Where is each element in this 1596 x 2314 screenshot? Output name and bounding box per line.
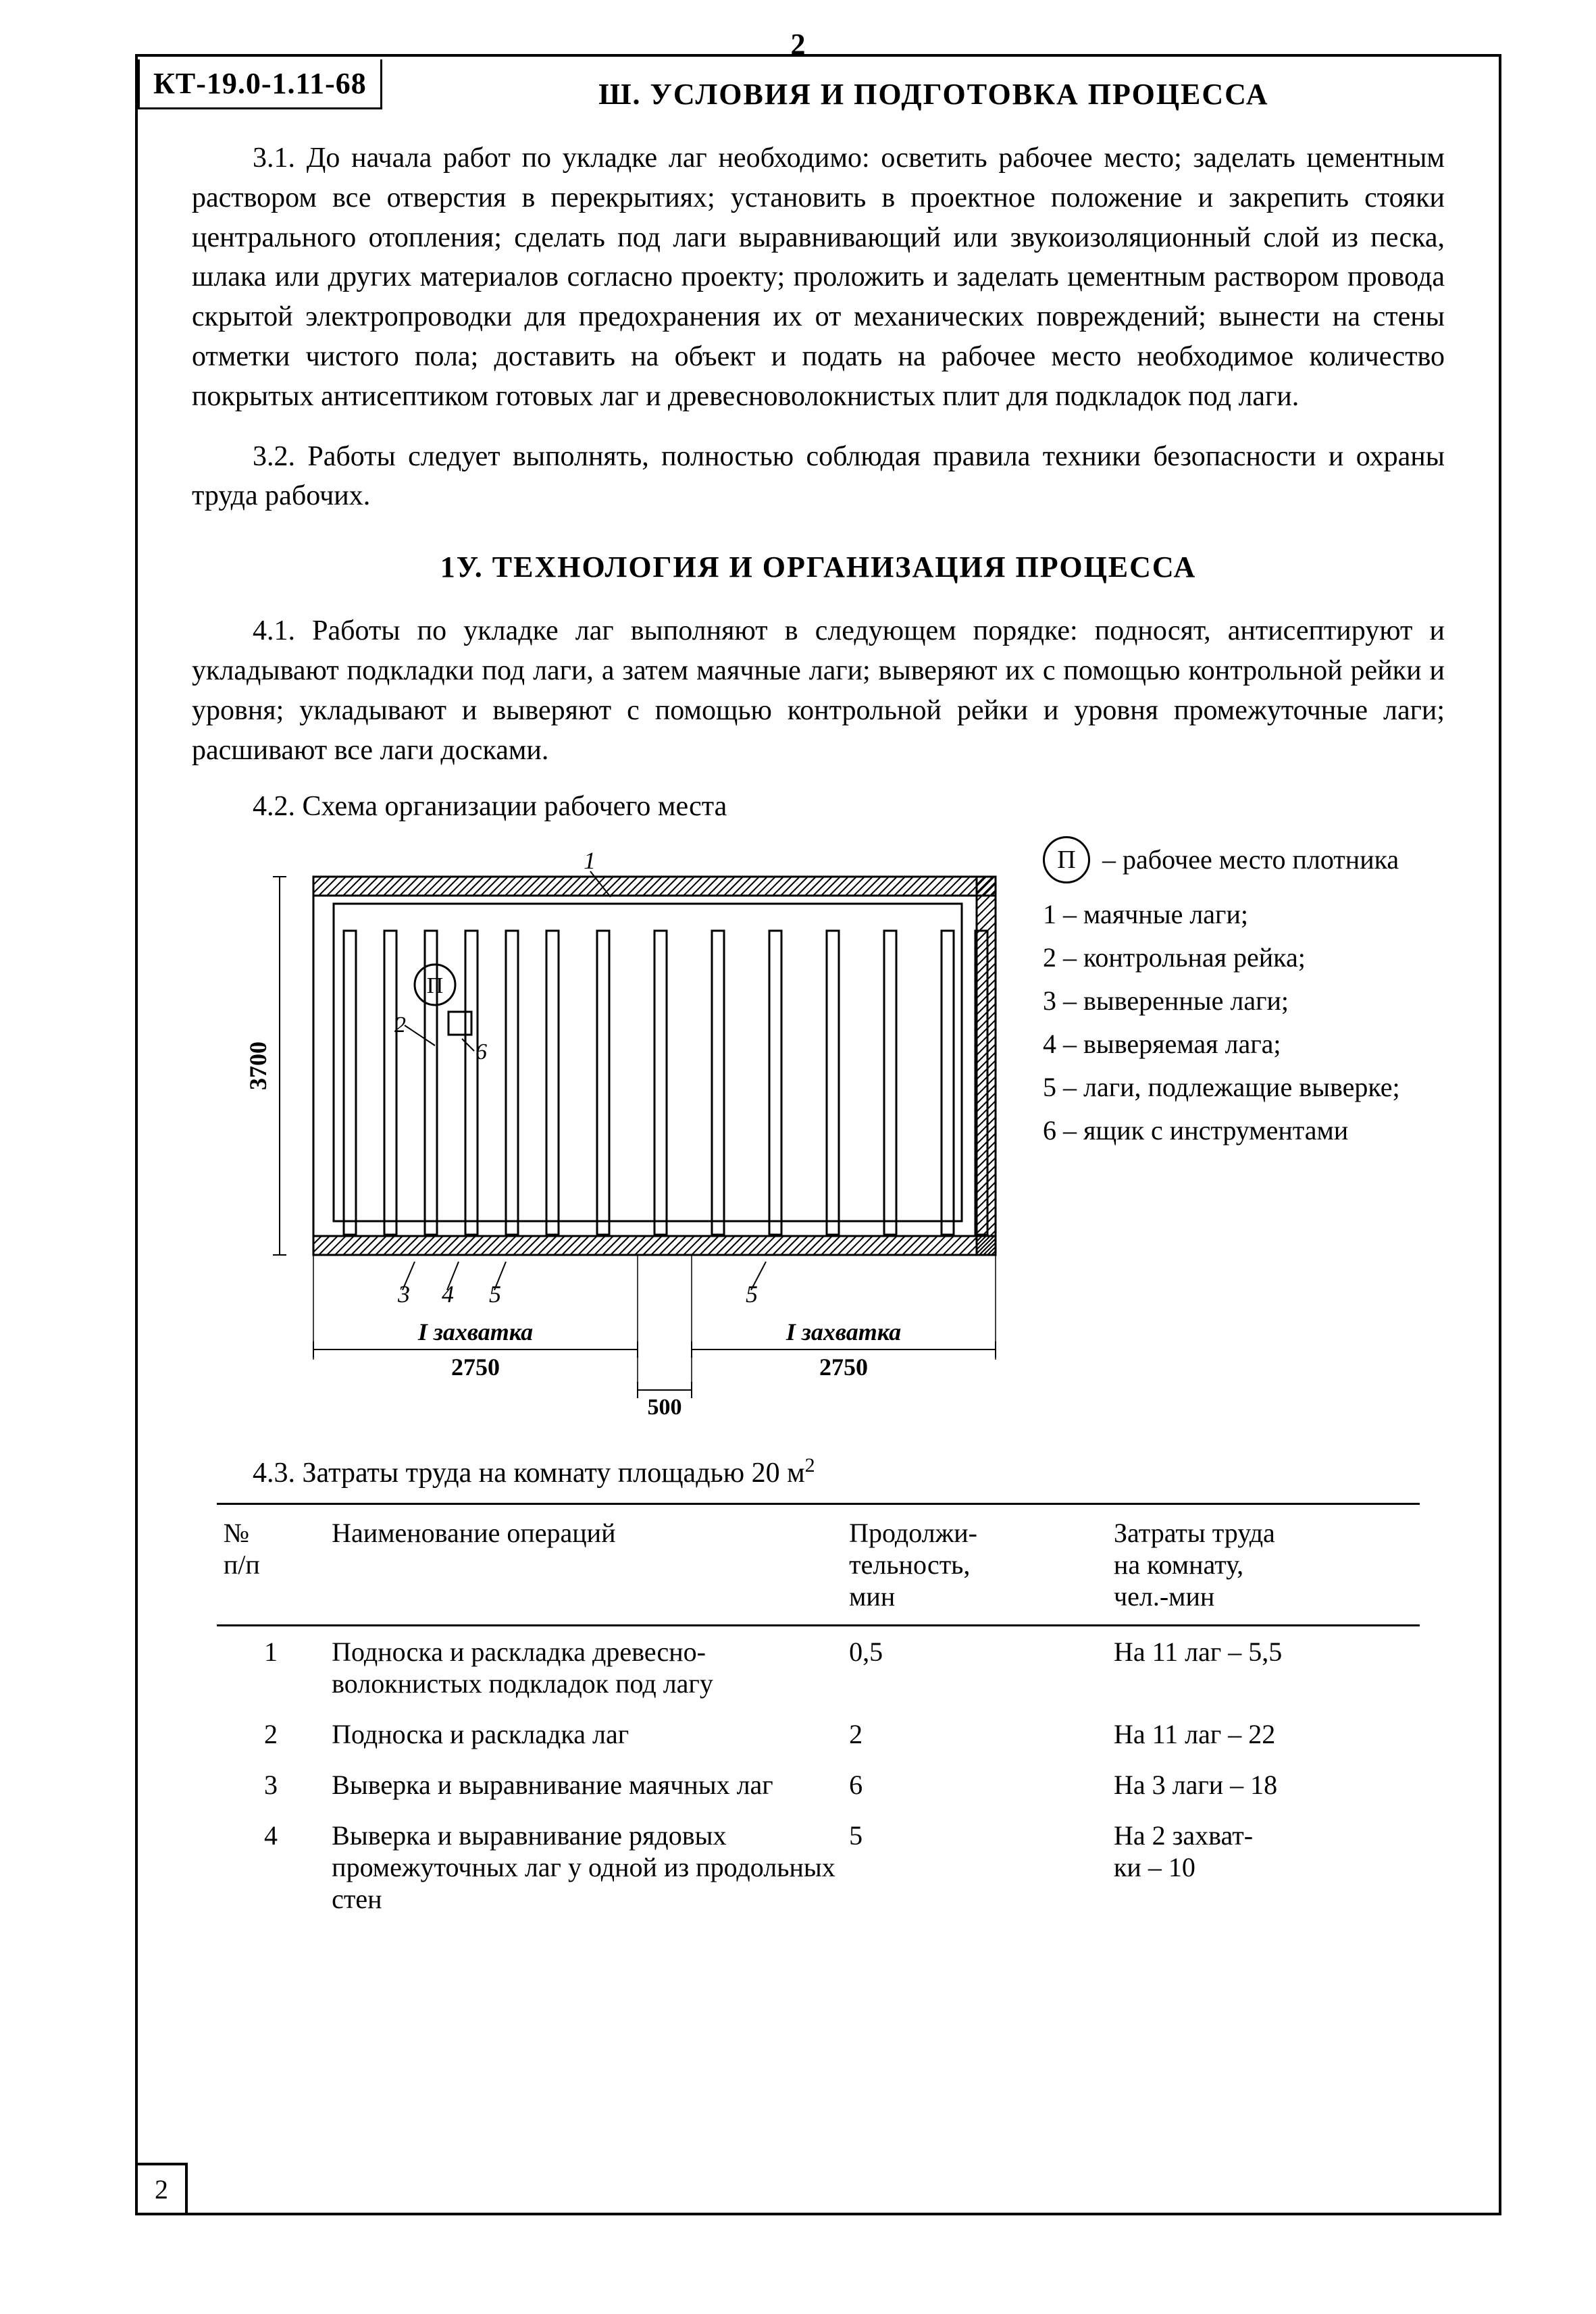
table-cell: На 11 лаг – 5,5 <box>1107 1626 1420 1709</box>
legend-item-5: 5 – лаги, подлежащие выверке; <box>1043 1067 1445 1108</box>
th-duration: Продолжи- тельность, мин <box>842 1504 1107 1626</box>
table-cell: На 11 лаг – 22 <box>1107 1709 1420 1759</box>
th-labor: Затраты труда на комнату, чел.-мин <box>1107 1504 1420 1626</box>
table-cell: 5 <box>842 1810 1107 1924</box>
section-3-title: Ш. УСЛОВИЯ И ПОДГОТОВКА ПРОЦЕССА <box>409 77 1458 111</box>
table-cell: Подноска и раскладка древесно-волокнисты… <box>325 1626 842 1709</box>
paragraph-3-1: 3.1. До начала работ по укладке лаг необ… <box>192 138 1445 417</box>
page: 2 КТ-19.0-1.11-68 Ш. УСЛОВИЯ И ПОДГОТОВК… <box>0 0 1596 2314</box>
table-cell: На 2 захват- ки – 10 <box>1107 1810 1420 1924</box>
legend-item-4: 4 – выверяемая лага; <box>1043 1024 1445 1064</box>
table-cell: Выверка и выравнивание маячных лаг <box>325 1759 842 1810</box>
svg-text:5: 5 <box>489 1281 501 1308</box>
table-row: 4Выверка и выравнивание рядовых промежут… <box>217 1810 1420 1924</box>
svg-text:П: П <box>427 973 444 998</box>
table-title-text: 4.3. Затраты труда на комнату площадью 2… <box>253 1458 805 1489</box>
document-code-box: КТ-19.0-1.11-68 <box>138 59 382 109</box>
workplace-diagram: П2 6 1 3700 3 4 5 5 I захватка 2750 I захватка 2750… <box>232 836 1016 1434</box>
svg-text:I захватка: I захватка <box>417 1318 533 1345</box>
table-cell: Подноска и раскладка лаг <box>325 1709 842 1759</box>
legend-p-row: П – рабочее место плотника <box>1043 836 1445 883</box>
legend-item-6: 6 – ящик с инструментами <box>1043 1110 1445 1151</box>
header-row: КТ-19.0-1.11-68 Ш. УСЛОВИЯ И ПОДГОТОВКА … <box>178 77 1458 111</box>
legend-item-1: 1 – маячные лаги; <box>1043 894 1445 935</box>
svg-text:3: 3 <box>397 1281 410 1308</box>
svg-text:3700: 3700 <box>244 1042 272 1090</box>
table-cell: 1 <box>217 1626 325 1709</box>
p-symbol-circle: П <box>1043 836 1090 883</box>
subhead-4-2: 4.2. Схема организации рабочего места <box>253 790 1458 823</box>
table-cell: 6 <box>842 1759 1107 1810</box>
svg-text:2750: 2750 <box>819 1354 868 1381</box>
table-row: 3Выверка и выравнивание маячных лаг6На 3… <box>217 1759 1420 1810</box>
labor-table-body: 1Подноска и раскладка древесно-волокнист… <box>217 1626 1420 1925</box>
svg-text:2: 2 <box>394 1012 406 1037</box>
paragraph-3-2: 3.2. Работы следует выполнять, полностью… <box>192 437 1445 517</box>
table-title-sup: 2 <box>805 1454 815 1476</box>
th-name: Наименование операций <box>325 1504 842 1626</box>
table-cell: На 3 лаги – 18 <box>1107 1759 1420 1810</box>
svg-text:I захватка: I захватка <box>786 1318 901 1345</box>
svg-text:5: 5 <box>746 1281 758 1308</box>
legend-item-2: 2 – контрольная рейка; <box>1043 937 1445 978</box>
section-4-title: 1У. ТЕХНОЛОГИЯ И ОРГАНИЗАЦИЯ ПРОЦЕССА <box>178 550 1458 584</box>
table-cell: 2 <box>842 1709 1107 1759</box>
svg-text:2750: 2750 <box>451 1354 500 1381</box>
table-cell: 2 <box>217 1709 325 1759</box>
svg-text:4: 4 <box>442 1281 454 1308</box>
table-cell: 0,5 <box>842 1626 1107 1709</box>
diagram-legend: П – рабочее место плотника 1 – маячные л… <box>1016 836 1445 1434</box>
legend-item-3: 3 – выверенные лаги; <box>1043 981 1445 1021</box>
th-num: № п/п <box>217 1504 325 1626</box>
table-cell: 4 <box>217 1810 325 1924</box>
svg-text:1: 1 <box>584 847 596 874</box>
svg-text:500: 500 <box>648 1395 682 1420</box>
table-row: 1Подноска и раскладка древесно-волокнист… <box>217 1626 1420 1709</box>
table-row: 2Подноска и раскладка лаг2На 11 лаг – 22 <box>217 1709 1420 1759</box>
table-4-3-title: 4.3. Затраты труда на комнату площадью 2… <box>253 1454 1458 1489</box>
content-frame: КТ-19.0-1.11-68 Ш. УСЛОВИЯ И ПОДГОТОВКА … <box>135 54 1501 2215</box>
labor-table-head: № п/п Наименование операций Продолжи- те… <box>217 1504 1420 1626</box>
diagram-section: П26137003455I захватка2750I захватка2750… <box>232 836 1445 1434</box>
labor-table: № п/п Наименование операций Продолжи- те… <box>217 1503 1420 1924</box>
svg-text:6: 6 <box>475 1039 487 1064</box>
legend-p-label: – рабочее место плотника <box>1102 840 1399 880</box>
page-number-bottom-box: 2 <box>135 2163 188 2215</box>
table-cell: Выверка и выравнивание рядовых промежуто… <box>325 1810 842 1924</box>
paragraph-4-1: 4.1. Работы по укладке лаг выполняют в с… <box>192 611 1445 770</box>
table-cell: 3 <box>217 1759 325 1810</box>
